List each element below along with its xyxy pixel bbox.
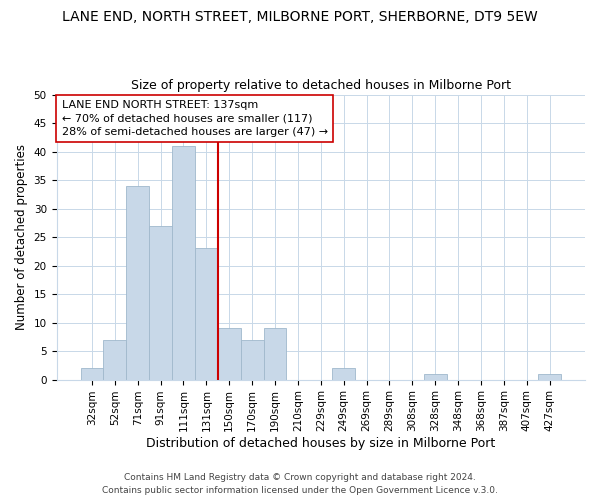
- Y-axis label: Number of detached properties: Number of detached properties: [15, 144, 28, 330]
- Bar: [80, 368, 103, 380]
- Bar: [241, 340, 263, 380]
- Bar: [538, 374, 561, 380]
- X-axis label: Distribution of detached houses by size in Milborne Port: Distribution of detached houses by size …: [146, 437, 496, 450]
- Bar: [424, 374, 446, 380]
- Bar: [127, 186, 149, 380]
- Text: LANE END, NORTH STREET, MILBORNE PORT, SHERBORNE, DT9 5EW: LANE END, NORTH STREET, MILBORNE PORT, S…: [62, 10, 538, 24]
- Bar: [218, 328, 241, 380]
- Bar: [195, 248, 218, 380]
- Bar: [149, 226, 172, 380]
- Text: LANE END NORTH STREET: 137sqm
← 70% of detached houses are smaller (117)
28% of : LANE END NORTH STREET: 137sqm ← 70% of d…: [62, 100, 328, 136]
- Text: Contains HM Land Registry data © Crown copyright and database right 2024.
Contai: Contains HM Land Registry data © Crown c…: [102, 474, 498, 495]
- Bar: [332, 368, 355, 380]
- Title: Size of property relative to detached houses in Milborne Port: Size of property relative to detached ho…: [131, 79, 511, 92]
- Bar: [263, 328, 286, 380]
- Bar: [103, 340, 127, 380]
- Bar: [172, 146, 195, 380]
